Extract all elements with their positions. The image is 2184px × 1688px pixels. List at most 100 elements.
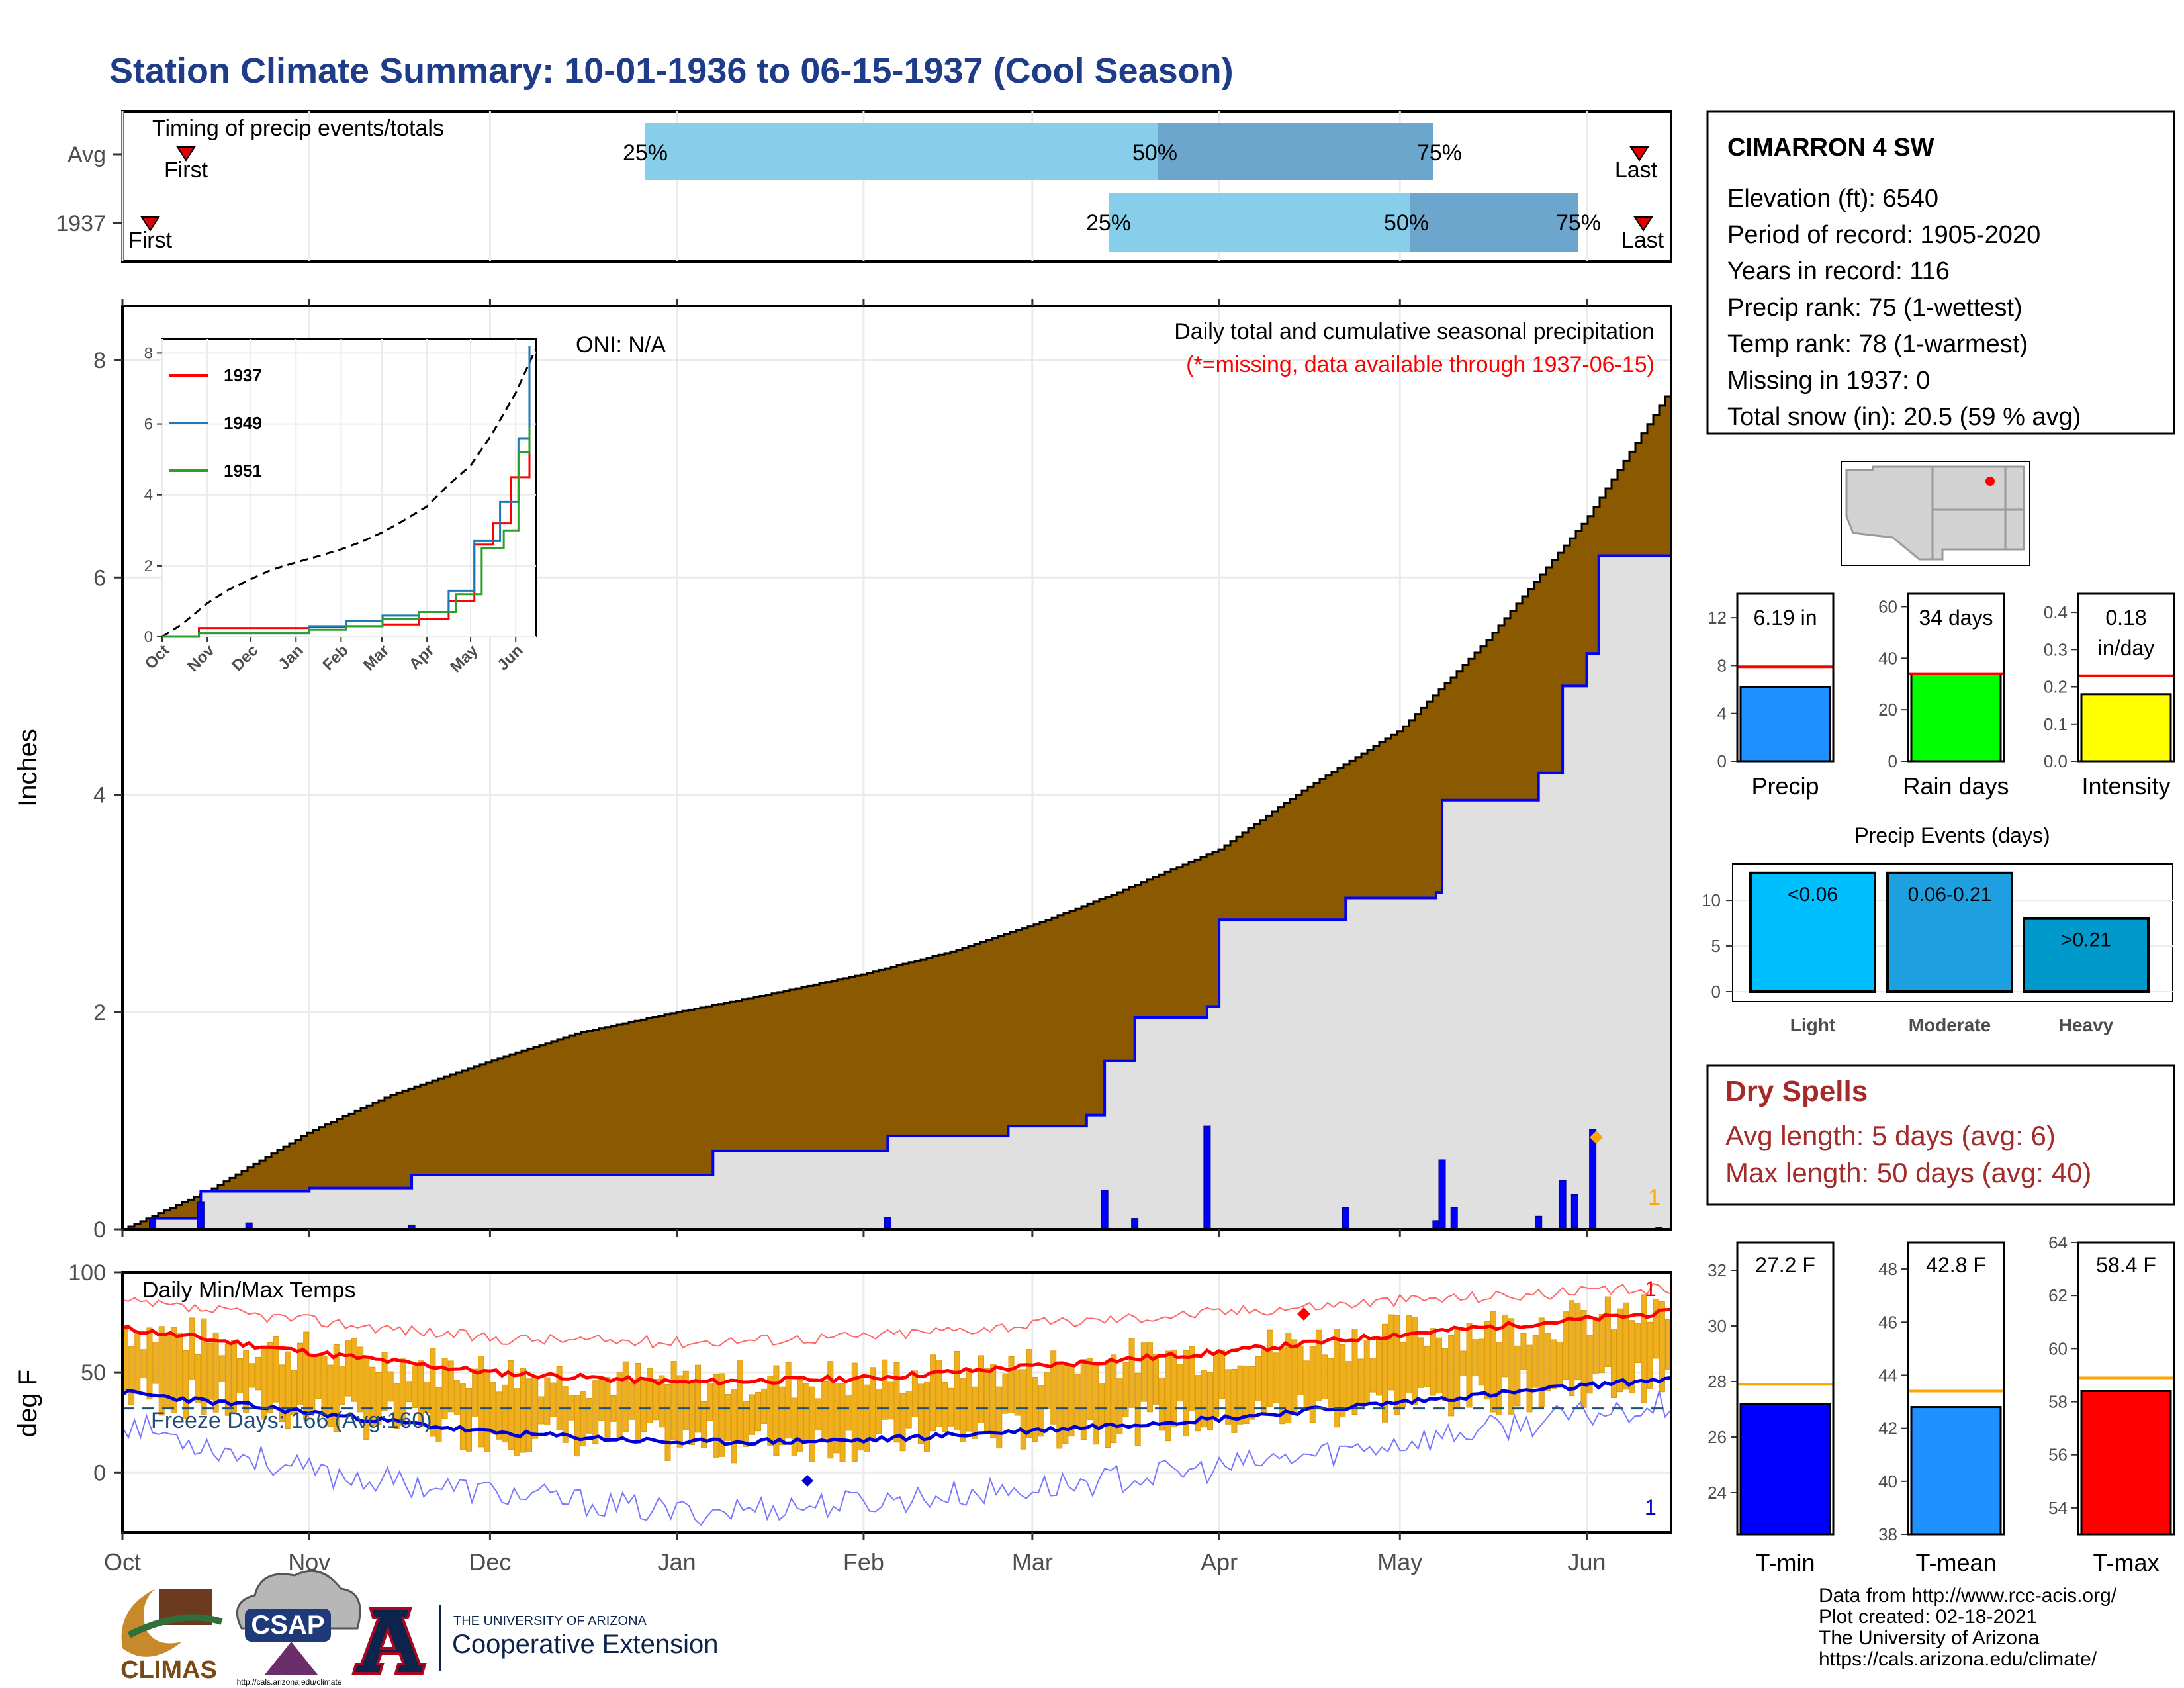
daily-temp-bar	[1466, 1323, 1473, 1408]
daily-temp-bar	[176, 1333, 183, 1399]
daily-temp-bar	[1490, 1311, 1496, 1413]
temp-y-tick: 100	[68, 1260, 106, 1286]
station-precip-rank: Precip rank: 75 (1-wettest)	[1727, 294, 2023, 322]
events-y-tick: 0	[1711, 982, 1721, 1002]
temp-summary-fill	[1739, 1403, 1831, 1536]
temp-summary-value: 27.2 F	[1755, 1253, 1815, 1277]
daily-temp-bar	[297, 1342, 304, 1405]
daily-temp-bar	[1189, 1346, 1195, 1412]
daily-temp-bar	[1653, 1298, 1659, 1359]
daily-precip-bar	[1559, 1180, 1567, 1230]
daily-temp-bar	[1183, 1350, 1189, 1437]
daily-temp-bar	[1122, 1362, 1129, 1417]
footer-credits: Data from http://www.rcc-acis.org/ Plot …	[1819, 1585, 2117, 1670]
daily-temp-bars	[122, 1294, 1671, 1464]
daily-temp-bar	[1430, 1328, 1436, 1396]
daily-temp-bar	[1140, 1342, 1147, 1402]
daily-temp-bar	[876, 1389, 882, 1434]
daily-temp-bar	[1219, 1350, 1226, 1399]
daily-temp-bar	[1544, 1333, 1551, 1391]
daily-temp-bar	[761, 1388, 768, 1424]
events-category-light: Light	[1790, 1015, 1835, 1035]
summary-bar-tick: 8	[1717, 655, 1727, 675]
temp-y-tick: 50	[81, 1360, 106, 1385]
daily-temp-bar	[1382, 1323, 1388, 1423]
daily-temp-bar	[351, 1338, 358, 1402]
daily-temp-bar	[1201, 1370, 1207, 1428]
daily-temp-bar	[616, 1372, 623, 1440]
min-temp-marker	[801, 1475, 813, 1487]
timing-panel: Timing of precip events/totals Avg 1937 …	[56, 110, 1672, 263]
summary-bar-fill	[1910, 673, 2002, 763]
daily-temp-bar	[237, 1358, 244, 1393]
events-bar-label: <0.06	[1788, 884, 1838, 906]
daily-temp-bar	[1206, 1372, 1213, 1430]
summary-bar-precip: 0 4 8 12 6.19 in Precip	[1707, 592, 1835, 800]
daily-precip-bar	[1535, 1215, 1543, 1230]
temp-summary-tick: 44	[1878, 1365, 1897, 1385]
summary-bar-value: 34 days	[1919, 606, 1993, 630]
daily-temp-bar	[773, 1365, 780, 1456]
month-tick-oct: Oct	[104, 1548, 141, 1575]
station-info-box: CIMARRON 4 SW Elevation (ft): 6540 Perio…	[1706, 110, 2175, 435]
daily-temp-bar	[381, 1352, 388, 1411]
daily-temp-bar	[1026, 1349, 1032, 1438]
daily-temp-bar	[418, 1360, 424, 1427]
daily-temp-bar	[1394, 1315, 1400, 1415]
daily-temp-bar	[815, 1398, 822, 1431]
daily-temp-bar	[435, 1387, 442, 1442]
daily-temp-bar	[797, 1380, 803, 1453]
precip-y-tick: 0	[93, 1217, 106, 1243]
daily-temp-bar	[1345, 1361, 1352, 1410]
temp-summary-fill	[2080, 1390, 2172, 1536]
temp-panel: 0 50 100 Daily Min/Max Temps Freeze Days: …	[13, 1260, 1672, 1534]
station-years: Years in record: 116	[1727, 258, 1950, 285]
daily-temp-bar	[309, 1355, 316, 1413]
daily-temp-bar	[1099, 1382, 1105, 1427]
daily-temp-bar	[195, 1354, 201, 1403]
events-y-tick: 5	[1711, 936, 1721, 956]
daily-temp-bar	[1297, 1345, 1304, 1395]
daily-temp-bar	[1526, 1344, 1533, 1413]
temp-summary-tick: 64	[2048, 1233, 2068, 1252]
daily-precip-bar	[1203, 1125, 1211, 1230]
daily-temp-bar	[267, 1342, 273, 1413]
events-bar-label: >0.21	[2061, 929, 2111, 951]
daily-temp-bar	[580, 1391, 587, 1446]
daily-temp-bar	[1375, 1339, 1382, 1396]
csap-text: CSAP	[251, 1611, 324, 1640]
daily-temp-bar	[1243, 1366, 1250, 1424]
daily-temp-bar	[1056, 1362, 1063, 1449]
month-tick-may: May	[1377, 1548, 1422, 1575]
daily-temp-bar	[189, 1317, 195, 1380]
daily-temp-bar	[212, 1332, 219, 1413]
temp-summary-tick: 24	[1707, 1483, 1727, 1503]
daily-temp-bar	[1357, 1358, 1364, 1407]
daily-temp-bar	[1400, 1342, 1406, 1408]
inset-y-tick: 2	[144, 557, 153, 575]
daily-temp-bar	[496, 1391, 502, 1440]
temp-summary-bars: 24 26 28 30 32 27.2 F T-min 38 40 42 44 46 48 42.8 F T…	[1707, 1233, 2175, 1576]
daily-temp-bar	[899, 1393, 906, 1452]
daily-temp-bar	[1074, 1374, 1081, 1427]
summary-bar-tick: 0.1	[2044, 714, 2068, 734]
summary-bar-tick: 0.0	[2044, 751, 2068, 771]
temp-summary-value: 58.4 F	[2096, 1253, 2156, 1277]
daily-temp-bar	[1237, 1365, 1244, 1425]
summary-bar-tick: 0.3	[2044, 639, 2068, 659]
ua-bottom-text: Cooperative Extension	[452, 1630, 718, 1659]
daily-temp-bar	[1255, 1356, 1261, 1401]
daily-temp-bar	[550, 1382, 557, 1417]
daily-temp-bar	[484, 1372, 490, 1452]
daily-temp-bar	[827, 1361, 834, 1459]
daily-temp-bar	[948, 1387, 954, 1427]
daily-temp-bar	[598, 1376, 605, 1421]
daily-temp-bar	[1044, 1372, 1051, 1409]
daily-temp-bar	[586, 1397, 593, 1434]
summary-bar-tick: 0	[1717, 751, 1727, 771]
observed-cumulative-area	[122, 555, 1671, 1229]
daily-temp-bar	[1369, 1358, 1376, 1393]
timing-1937-bar-dark	[1410, 193, 1578, 252]
daily-temp-bar	[628, 1381, 635, 1420]
daily-temp-bar	[405, 1381, 412, 1403]
